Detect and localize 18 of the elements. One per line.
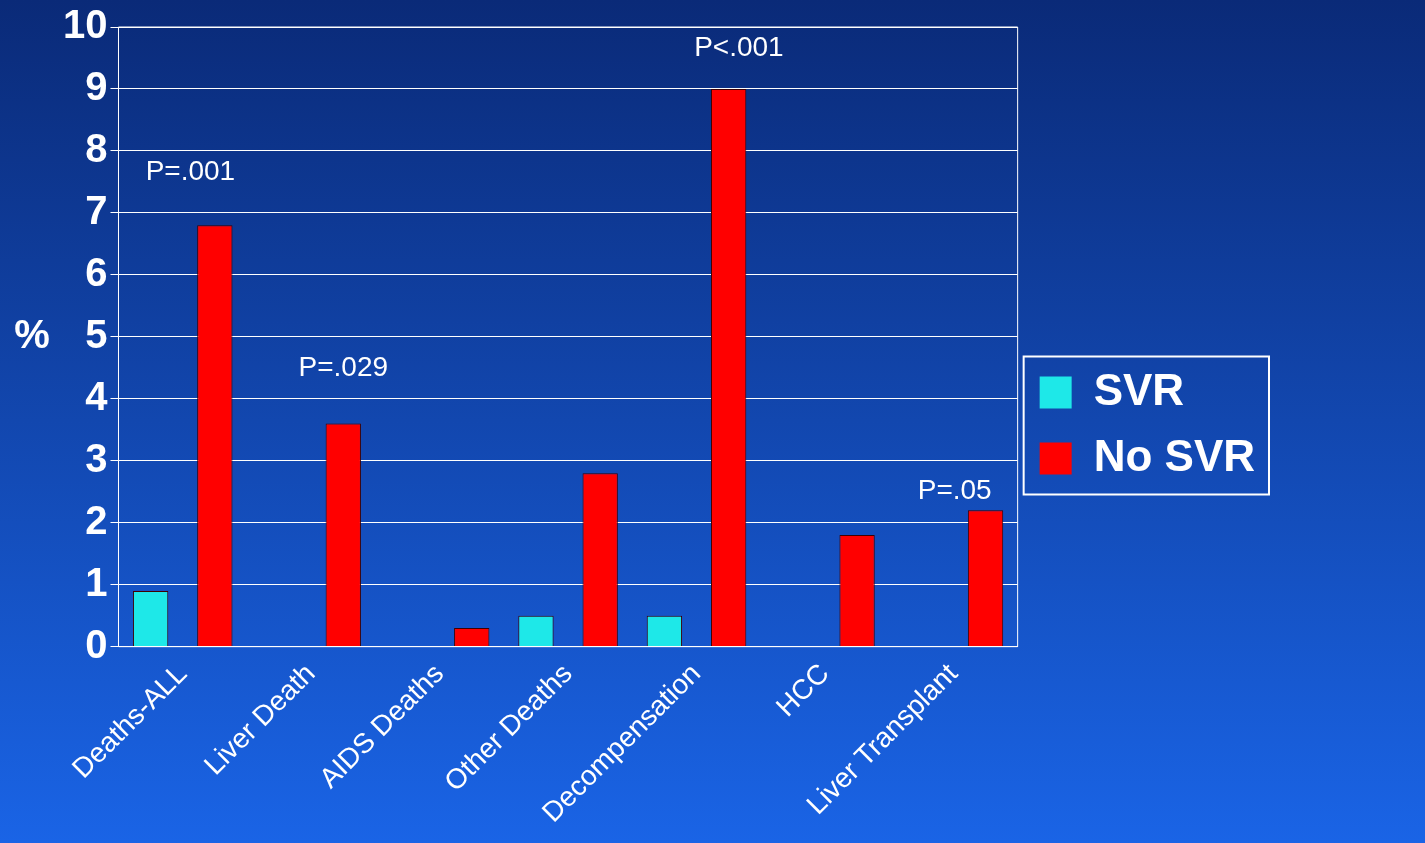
legend-label: SVR bbox=[1093, 364, 1185, 414]
y-tick-label: 1 bbox=[85, 559, 108, 604]
y-tick-label: 10 bbox=[62, 2, 108, 47]
y-tick-label: 2 bbox=[85, 497, 108, 542]
y-tick-label: 3 bbox=[85, 435, 108, 480]
y-tick-label: 8 bbox=[85, 125, 108, 170]
legend-label: No SVR bbox=[1093, 430, 1256, 480]
annotation: P=.05 bbox=[917, 474, 992, 506]
annotation: P=.029 bbox=[298, 350, 389, 382]
annotation: P=.001 bbox=[145, 155, 236, 187]
annotation: P<.001 bbox=[694, 31, 784, 63]
y-tick-label: 4 bbox=[85, 373, 109, 418]
y-tick-label: 5 bbox=[85, 311, 108, 356]
y-tick-label: 6 bbox=[85, 249, 108, 294]
y-tick-label: 0 bbox=[85, 621, 108, 666]
y-axis-title: % bbox=[14, 311, 50, 356]
y-tick-label: 9 bbox=[85, 64, 108, 108]
y-tick-label: 7 bbox=[85, 187, 108, 232]
